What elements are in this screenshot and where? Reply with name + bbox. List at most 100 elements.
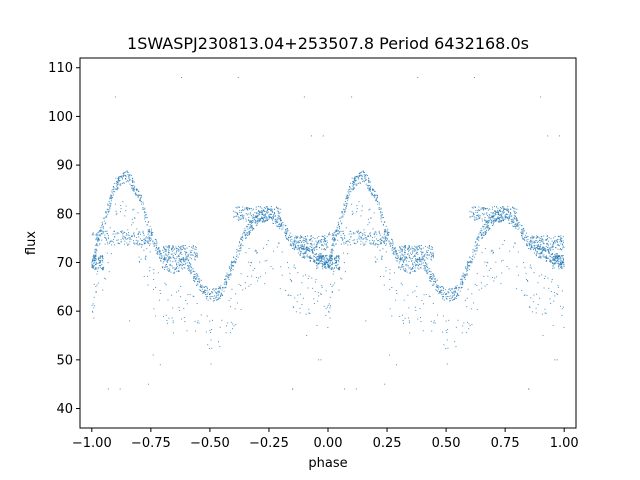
data-point	[368, 187, 370, 189]
data-point	[369, 208, 371, 210]
data-point	[475, 247, 477, 249]
data-point	[329, 255, 331, 257]
data-point	[164, 258, 166, 260]
data-point	[401, 251, 403, 253]
data-point	[332, 236, 334, 238]
data-point	[121, 175, 123, 177]
data-point	[165, 245, 167, 247]
data-point	[220, 294, 222, 296]
data-point	[492, 216, 494, 218]
data-point	[482, 225, 484, 227]
data-point	[271, 206, 273, 208]
data-point	[469, 210, 471, 212]
data-point	[435, 286, 437, 288]
data-point	[190, 263, 192, 265]
data-point	[345, 202, 347, 204]
data-point	[485, 230, 487, 232]
data-point	[364, 174, 366, 176]
data-point	[261, 217, 263, 219]
data-point	[105, 230, 107, 232]
data-point	[424, 269, 426, 271]
data-point	[105, 278, 107, 280]
data-point	[399, 259, 401, 261]
data-point	[189, 257, 191, 259]
data-point	[146, 248, 148, 250]
data-point	[299, 240, 301, 242]
data-point	[95, 239, 97, 241]
data-point	[218, 286, 220, 288]
data-point	[480, 230, 482, 232]
data-point	[190, 254, 192, 256]
data-point	[476, 236, 478, 238]
data-point	[177, 248, 179, 250]
data-point	[424, 268, 426, 270]
data-point	[503, 217, 505, 219]
data-point	[367, 236, 369, 238]
data-point	[139, 238, 141, 240]
data-point	[342, 208, 344, 210]
data-point	[487, 214, 489, 216]
data-point	[517, 225, 519, 227]
data-point	[189, 294, 191, 296]
data-point	[293, 247, 295, 249]
data-point	[290, 241, 292, 243]
data-point	[356, 239, 358, 241]
data-point	[361, 174, 363, 176]
data-point	[374, 190, 376, 192]
data-point	[535, 237, 537, 239]
data-point	[531, 240, 533, 242]
data-point	[94, 268, 96, 270]
data-point	[217, 294, 219, 296]
data-point	[350, 230, 352, 232]
data-point	[527, 280, 529, 282]
data-point	[539, 248, 541, 250]
data-point	[466, 264, 468, 266]
data-point	[458, 295, 460, 297]
data-point	[296, 237, 298, 239]
data-point	[246, 214, 248, 216]
data-point	[101, 259, 103, 261]
data-point	[96, 236, 98, 238]
data-point	[166, 266, 168, 268]
data-point	[148, 230, 150, 232]
data-point	[92, 258, 94, 260]
data-point	[124, 236, 126, 238]
data-point	[262, 218, 264, 220]
data-point	[340, 220, 342, 222]
data-point	[560, 237, 562, 239]
data-point	[222, 286, 224, 288]
data-point	[559, 248, 561, 250]
data-point	[168, 257, 170, 259]
data-point	[400, 266, 402, 268]
data-point	[321, 244, 323, 246]
data-point	[332, 243, 334, 245]
data-point	[96, 235, 98, 237]
data-point	[240, 218, 242, 220]
data-point	[428, 244, 430, 246]
data-point	[193, 276, 195, 278]
data-point	[560, 263, 562, 265]
data-point	[360, 240, 362, 242]
data-point	[396, 253, 398, 255]
data-point	[138, 243, 140, 245]
data-point	[262, 247, 264, 249]
data-point	[338, 223, 340, 225]
data-point	[149, 234, 151, 236]
data-point	[102, 257, 104, 259]
data-point	[468, 261, 470, 263]
data-point	[471, 206, 473, 208]
data-point	[293, 266, 295, 268]
data-point	[373, 194, 375, 196]
data-point	[513, 221, 515, 223]
data-point	[331, 263, 333, 265]
data-point	[516, 220, 518, 222]
data-point	[284, 228, 286, 230]
data-point	[322, 255, 324, 257]
data-point	[342, 215, 344, 217]
data-point	[552, 242, 554, 244]
data-point	[411, 252, 413, 254]
data-point	[465, 275, 467, 277]
data-point	[467, 261, 469, 263]
data-point	[95, 249, 97, 251]
data-point	[455, 297, 457, 299]
